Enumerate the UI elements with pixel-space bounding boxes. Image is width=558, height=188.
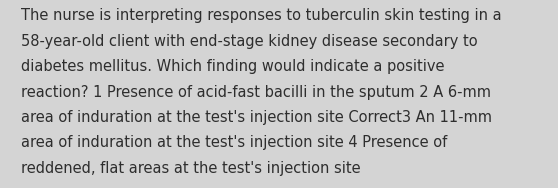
Text: reaction? 1 Presence of acid-fast bacilli in the sputum 2 A 6-mm: reaction? 1 Presence of acid-fast bacill… (21, 85, 491, 100)
Text: diabetes mellitus. Which finding would indicate a positive: diabetes mellitus. Which finding would i… (21, 59, 445, 74)
Text: area of induration at the test's injection site Correct3 An 11-mm: area of induration at the test's injecti… (21, 110, 492, 125)
Text: area of induration at the test's injection site 4 Presence of: area of induration at the test's injecti… (21, 135, 448, 150)
Text: The nurse is interpreting responses to tuberculin skin testing in a: The nurse is interpreting responses to t… (21, 8, 502, 24)
Text: 58-year-old client with end-stage kidney disease secondary to: 58-year-old client with end-stage kidney… (21, 34, 478, 49)
Text: reddened, flat areas at the test's injection site: reddened, flat areas at the test's injec… (21, 161, 361, 176)
